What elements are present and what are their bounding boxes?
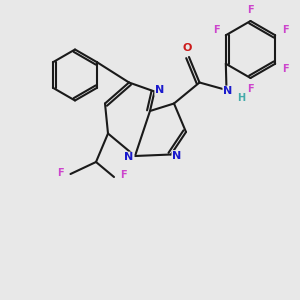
Text: H: H bbox=[237, 93, 246, 103]
Text: F: F bbox=[120, 170, 127, 181]
Text: N: N bbox=[224, 86, 232, 97]
Text: F: F bbox=[58, 167, 64, 178]
Text: F: F bbox=[247, 84, 254, 94]
Text: F: F bbox=[282, 25, 288, 34]
Text: O: O bbox=[183, 43, 192, 53]
Text: F: F bbox=[282, 64, 288, 74]
Text: F: F bbox=[213, 25, 219, 34]
Text: F: F bbox=[247, 4, 254, 15]
Text: N: N bbox=[172, 151, 182, 161]
Text: N: N bbox=[155, 85, 164, 95]
Text: N: N bbox=[124, 152, 134, 163]
